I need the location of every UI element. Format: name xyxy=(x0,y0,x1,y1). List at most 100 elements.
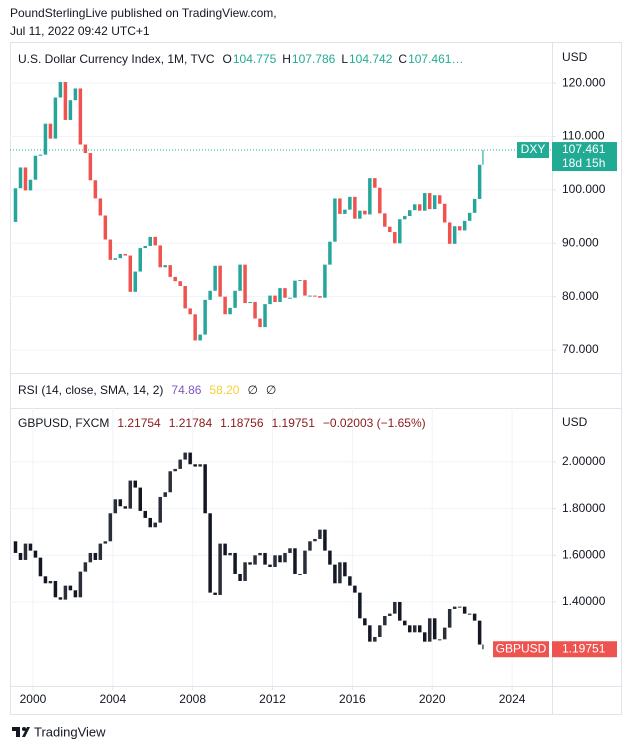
candle xyxy=(183,285,187,309)
candle xyxy=(188,308,192,315)
candle xyxy=(223,296,227,315)
candle xyxy=(13,541,18,553)
x-tick-label: 2004 xyxy=(99,692,126,706)
candle xyxy=(233,290,237,308)
rsi-extra: ∅ xyxy=(247,383,257,397)
candle xyxy=(427,193,432,210)
candle xyxy=(103,215,108,240)
candle xyxy=(33,155,38,180)
candle xyxy=(118,499,123,507)
candle xyxy=(168,265,172,277)
candle xyxy=(213,265,217,291)
candle xyxy=(288,548,292,553)
candle xyxy=(153,236,157,246)
candle xyxy=(368,178,372,215)
candle xyxy=(23,543,28,560)
candle xyxy=(178,281,182,286)
candle xyxy=(108,513,113,542)
candle xyxy=(128,255,133,292)
brand-name: TradingView xyxy=(34,724,106,739)
last-price-badge xyxy=(552,142,617,172)
legend: GBPUSD, FXCM 1.21754 1.21784 1.18756 1.19751… xyxy=(18,416,426,430)
y-tick-label: 1.60000 xyxy=(562,547,606,561)
candle xyxy=(452,226,457,244)
candle xyxy=(78,88,83,145)
candle xyxy=(417,204,422,211)
candle xyxy=(233,552,237,574)
candle xyxy=(253,555,257,565)
candle xyxy=(38,557,43,577)
candle xyxy=(18,167,23,189)
candle xyxy=(268,295,272,305)
legend: U.S. Dollar Currency Index, 1M, TVC O104.… xyxy=(18,52,463,66)
candle xyxy=(308,541,312,551)
candle xyxy=(173,276,177,282)
candle xyxy=(422,193,427,211)
candle xyxy=(123,253,128,256)
candle xyxy=(338,562,342,584)
candle xyxy=(293,548,297,574)
candle xyxy=(358,592,362,619)
candle xyxy=(103,541,108,544)
candle xyxy=(413,625,417,633)
candle xyxy=(373,178,377,188)
candle xyxy=(98,543,103,560)
candle xyxy=(228,552,232,556)
ohlc-value: 107.461 xyxy=(408,52,452,66)
candle xyxy=(472,613,477,621)
candle xyxy=(23,167,28,191)
candle xyxy=(413,204,417,211)
candle xyxy=(218,265,222,297)
candle xyxy=(378,625,382,637)
candle xyxy=(462,220,467,231)
candle xyxy=(208,290,212,300)
candle xyxy=(173,468,177,472)
candle xyxy=(273,555,277,567)
last-price-label: 107.461 xyxy=(562,142,606,156)
x-tick-label: 2012 xyxy=(259,692,286,706)
candle xyxy=(293,280,297,298)
candle xyxy=(43,576,48,584)
candle xyxy=(437,195,442,204)
candle xyxy=(63,82,68,120)
candle xyxy=(18,552,23,560)
candle xyxy=(323,264,327,298)
candle xyxy=(238,573,242,581)
candle xyxy=(427,618,432,642)
rsi-sma: 58.20 xyxy=(209,383,239,397)
rsi-value: 74.86 xyxy=(171,383,201,397)
candle xyxy=(183,452,187,460)
candle xyxy=(48,580,53,584)
candle xyxy=(313,295,317,297)
candle xyxy=(243,264,247,304)
y-tick-label: 90.000 xyxy=(562,235,599,249)
y-tick-label: 80.000 xyxy=(562,289,599,303)
candle xyxy=(198,464,202,467)
candle xyxy=(113,499,118,514)
candle xyxy=(422,632,427,642)
ohlc-value: 1.18756 xyxy=(220,416,264,430)
candle xyxy=(482,150,484,165)
candle xyxy=(378,187,382,214)
y-tick-label: 2.00000 xyxy=(562,454,606,468)
ohlc-key: C xyxy=(398,52,407,66)
candle xyxy=(43,123,48,155)
rsi-label: RSI (14, close, SMA, 14, 2) xyxy=(18,383,163,397)
candle xyxy=(108,239,113,260)
publish-date: Jul 11, 2022 09:42 UTC+1 xyxy=(10,24,150,38)
candle xyxy=(333,198,337,242)
candle xyxy=(408,625,412,633)
candle xyxy=(158,496,162,523)
candle xyxy=(128,480,133,509)
x-tick-label: 2020 xyxy=(419,692,446,706)
candle xyxy=(288,297,292,299)
x-tick-label: 2008 xyxy=(179,692,206,706)
candle xyxy=(432,618,437,640)
candle xyxy=(73,88,78,101)
candle xyxy=(178,459,182,469)
ohlc-value: 1.21754 xyxy=(117,416,161,430)
candle xyxy=(403,620,407,626)
candle xyxy=(188,452,192,465)
candle xyxy=(93,180,98,199)
